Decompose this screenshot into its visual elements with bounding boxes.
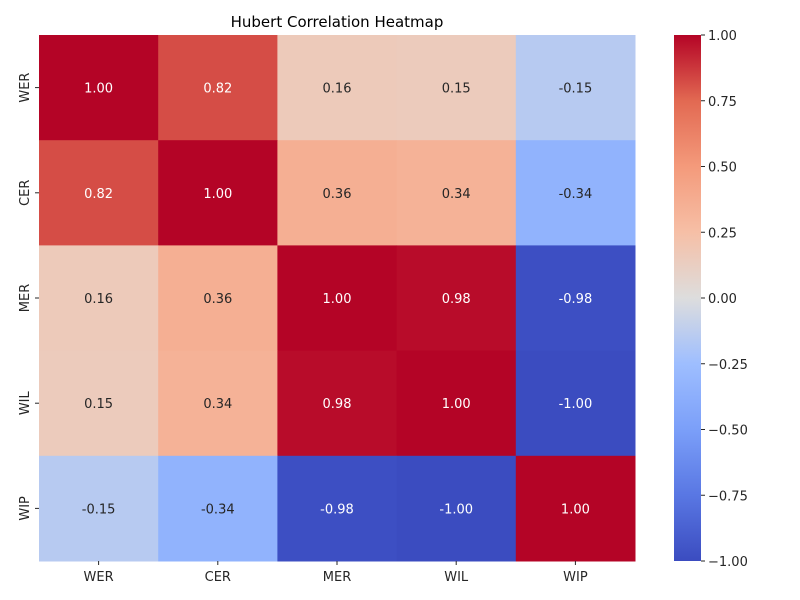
heatmap-cell bbox=[396, 245, 517, 352]
y-tick-label: WER bbox=[18, 73, 33, 103]
heatmap-cell bbox=[515, 140, 636, 246]
cell-value-label: 1.00 bbox=[442, 397, 471, 412]
heatmap-cells: 1.00 0.82 0.16 0.15 -0.15 0.82 1.00 0.36 0.34 -0.… bbox=[39, 35, 636, 562]
y-tick-label: WIL bbox=[18, 390, 33, 415]
heatmap-cell bbox=[158, 455, 278, 562]
y-axis: WER CER MER WIL WIP bbox=[18, 73, 39, 521]
cell-value-label: -0.98 bbox=[320, 502, 354, 517]
cell-value-label: -1.00 bbox=[439, 502, 473, 517]
cell-value-label: -0.15 bbox=[82, 502, 116, 517]
cell-value-label: 1.00 bbox=[323, 292, 352, 307]
heatmap-cell bbox=[515, 35, 636, 141]
heatmap-cell bbox=[515, 245, 636, 352]
cell-value-label: 0.36 bbox=[203, 292, 232, 307]
cell-value-label: 0.15 bbox=[442, 82, 471, 97]
x-tick-label: WER bbox=[84, 570, 114, 585]
cell-value-label: 1.00 bbox=[203, 187, 232, 202]
cell-value-label: 0.34 bbox=[442, 187, 471, 202]
chart-title: Hubert Correlation Heatmap bbox=[231, 13, 444, 31]
heatmap-cell bbox=[396, 455, 517, 562]
heatmap-cell bbox=[277, 35, 398, 141]
heatmap-cell bbox=[158, 350, 278, 457]
heatmap-cell bbox=[515, 455, 636, 562]
colorbar-tick-label: 0.25 bbox=[708, 226, 737, 241]
cell-value-label: -1.00 bbox=[559, 397, 593, 412]
cell-value-label: 1.00 bbox=[84, 82, 113, 97]
cell-value-label: 0.15 bbox=[84, 397, 113, 412]
x-tick-label: CER bbox=[205, 570, 231, 585]
heatmap-cell bbox=[396, 35, 517, 141]
x-axis: WER CER MER WIL WIP bbox=[84, 561, 588, 585]
cell-value-label: 0.16 bbox=[84, 292, 113, 307]
heatmap-cell bbox=[396, 140, 517, 246]
heatmap-cell bbox=[396, 350, 517, 457]
cell-value-label: 1.00 bbox=[561, 502, 590, 517]
heatmap-cell bbox=[277, 350, 398, 457]
colorbar-tick-label: −0.75 bbox=[708, 489, 748, 504]
y-tick-label: CER bbox=[18, 180, 33, 206]
colorbar-tick-label: −0.25 bbox=[708, 358, 748, 373]
cell-value-label: 0.36 bbox=[323, 187, 352, 202]
colorbar-tick-label: −1.00 bbox=[708, 555, 748, 570]
heatmap-cell bbox=[39, 35, 159, 141]
cell-value-label: 0.98 bbox=[323, 397, 352, 412]
colorbar-gradient bbox=[674, 35, 701, 561]
heatmap-cell bbox=[158, 140, 278, 246]
cell-value-label: -0.34 bbox=[201, 502, 235, 517]
heatmap-cell bbox=[39, 455, 159, 562]
cell-value-label: 0.82 bbox=[84, 187, 113, 202]
cell-value-label: 0.34 bbox=[203, 397, 232, 412]
cell-value-label: -0.98 bbox=[559, 292, 593, 307]
cell-value-label: 0.98 bbox=[442, 292, 471, 307]
colorbar bbox=[674, 35, 701, 561]
x-tick-label: WIP bbox=[563, 570, 588, 585]
colorbar-tick-label: 0.75 bbox=[708, 95, 737, 110]
x-tick-label: WIL bbox=[444, 570, 469, 585]
cell-value-label: 0.16 bbox=[323, 82, 352, 97]
colorbar-tick-label: 0.50 bbox=[708, 161, 737, 176]
heatmap-cell bbox=[39, 350, 159, 457]
colorbar-tick-label: 1.00 bbox=[708, 29, 737, 44]
colorbar-ticks: 1.00 0.75 0.50 0.25 0.00 −0.25 −0.50 −0.75 −1.00 bbox=[701, 29, 748, 570]
heatmap-cell bbox=[39, 245, 159, 352]
x-tick-label: MER bbox=[323, 570, 351, 585]
colorbar-tick-label: 0.00 bbox=[708, 292, 737, 307]
cell-value-label: -0.34 bbox=[559, 187, 593, 202]
heatmap-cell bbox=[158, 245, 278, 352]
y-tick-label: MER bbox=[18, 284, 33, 312]
heatmap-cell bbox=[277, 245, 398, 352]
heatmap-cell bbox=[515, 350, 636, 457]
y-tick-label: WIP bbox=[18, 496, 33, 521]
heatmap-cell bbox=[39, 140, 159, 246]
colorbar-tick-label: −0.50 bbox=[708, 424, 748, 439]
heatmap-cell bbox=[158, 35, 278, 141]
cell-value-label: 0.82 bbox=[203, 82, 232, 97]
heatmap-cell bbox=[277, 455, 398, 562]
cell-value-label: -0.15 bbox=[559, 82, 593, 97]
heatmap-cell bbox=[277, 140, 398, 246]
